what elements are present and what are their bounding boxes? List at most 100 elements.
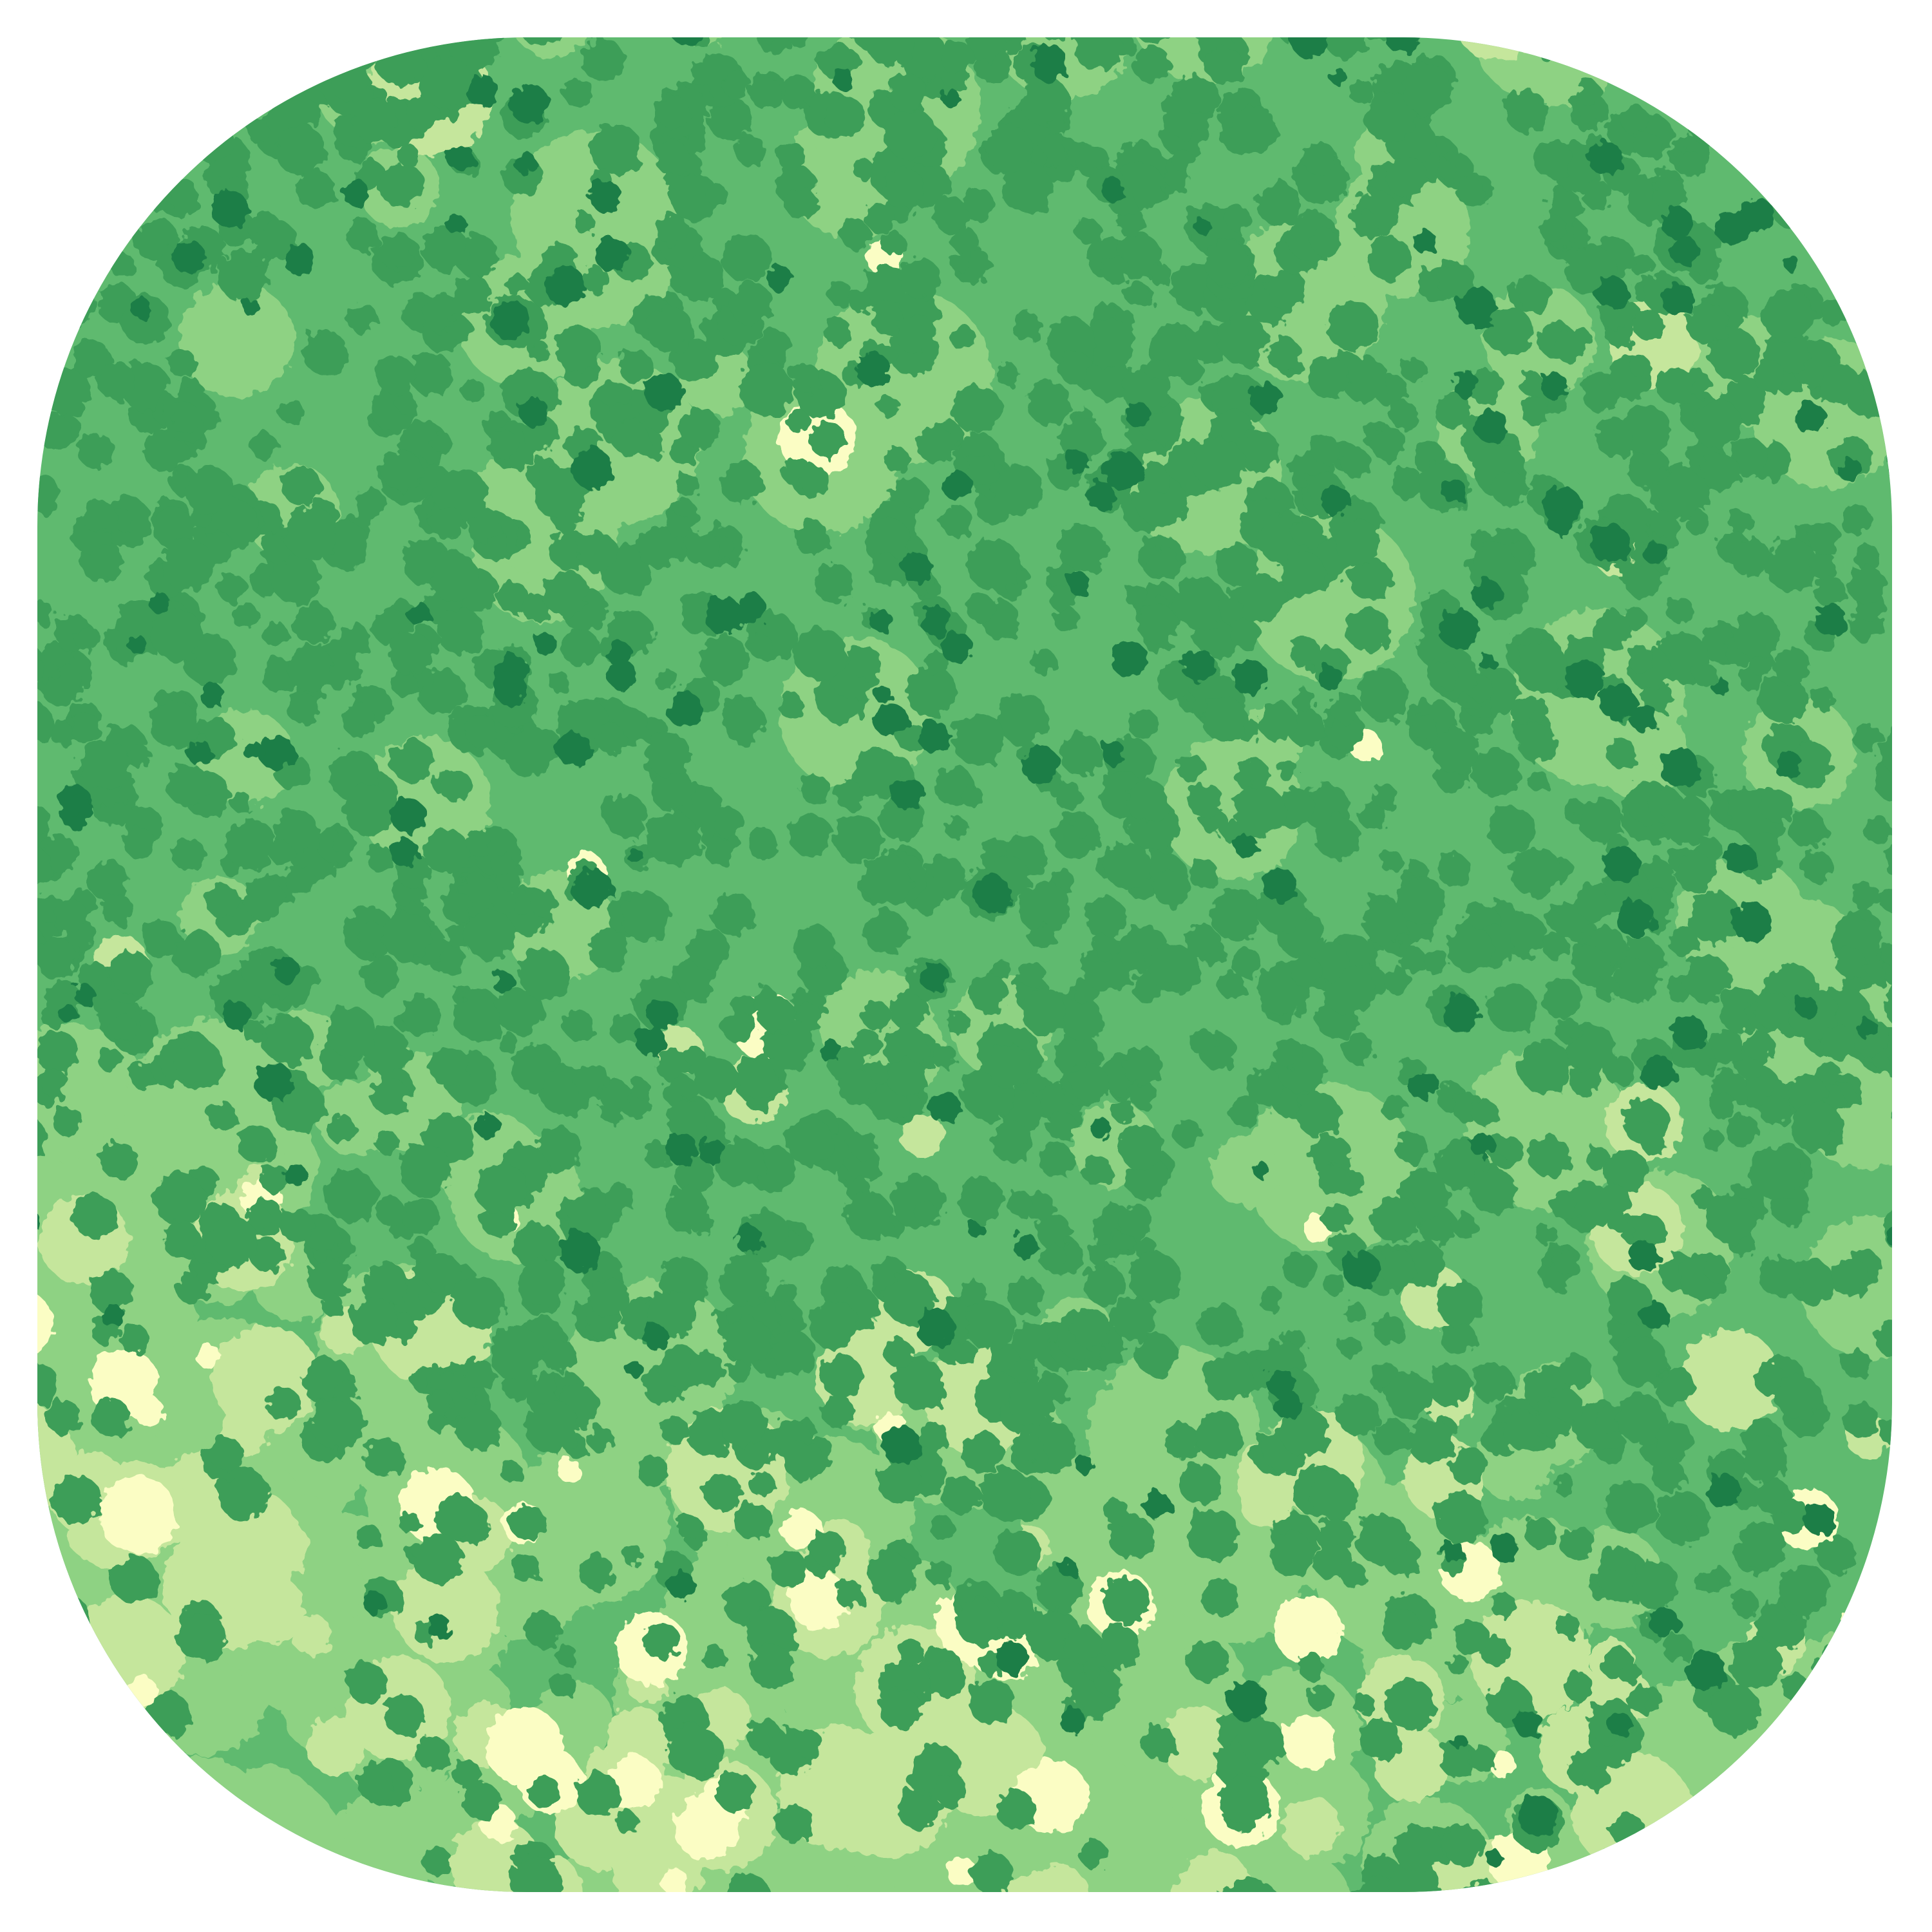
tall-crown xyxy=(37,312,50,351)
tree-crown xyxy=(1602,1545,1629,1571)
tree-crown xyxy=(496,987,544,1034)
tree-crown xyxy=(1900,1739,1932,1786)
tree-crown xyxy=(1112,1296,1157,1341)
pale-patch xyxy=(37,346,53,446)
tree-crown xyxy=(1119,1124,1164,1170)
tree-crown xyxy=(596,723,626,753)
tree-crown xyxy=(1709,1684,1760,1736)
tree-crown xyxy=(655,1048,688,1081)
tree-crown xyxy=(775,1804,814,1842)
light-patch xyxy=(327,1868,413,1892)
tree-crown xyxy=(1879,1419,1892,1444)
tall-crown xyxy=(1662,283,1696,317)
tree-crown xyxy=(878,396,900,417)
tree-crown xyxy=(511,1553,541,1584)
tree-crown xyxy=(548,671,570,692)
tall-crown xyxy=(258,734,295,770)
tall-crown xyxy=(643,1325,669,1350)
tree-crown xyxy=(46,1399,81,1435)
tree-crown xyxy=(1896,230,1932,283)
tree-crown xyxy=(1145,357,1169,381)
tree-crown xyxy=(1088,357,1132,401)
tree-crown xyxy=(1559,1354,1593,1388)
tall-crown xyxy=(1261,867,1296,902)
tree-crown xyxy=(967,594,996,623)
tree-crown xyxy=(1198,1303,1242,1348)
gap-patch xyxy=(781,1509,822,1549)
pale-patch xyxy=(212,1325,319,1432)
tree-crown xyxy=(795,1730,824,1759)
tree-crown xyxy=(118,1323,149,1354)
tree-crown xyxy=(37,248,46,301)
tree-crown xyxy=(1186,1508,1240,1562)
tree-crown xyxy=(37,657,46,683)
tree-crown xyxy=(1662,1633,1692,1663)
tree-crown xyxy=(1399,1906,1443,1932)
tall-crown xyxy=(1587,140,1623,175)
tree-crown xyxy=(1530,1136,1571,1179)
tree-crown xyxy=(1296,1092,1341,1137)
tree-crown xyxy=(1908,214,1932,260)
tall-crown xyxy=(312,37,341,57)
tree-crown xyxy=(1007,1277,1045,1314)
tree-crown xyxy=(1611,1814,1645,1848)
tall-crown xyxy=(559,1231,600,1272)
tree-crown xyxy=(954,1341,978,1366)
tall-crown xyxy=(1774,751,1803,780)
tree-crown xyxy=(112,509,134,531)
light-patch xyxy=(37,1861,131,1892)
tree-crown xyxy=(880,231,905,256)
tall-crown xyxy=(509,84,549,124)
tree-crown xyxy=(879,1687,921,1730)
tree-crown xyxy=(1813,1708,1857,1752)
tree-crown xyxy=(1888,167,1892,215)
tree-crown xyxy=(1054,607,1079,633)
tree-crown xyxy=(91,141,134,183)
tree-crown xyxy=(1108,1513,1153,1558)
tall-crown xyxy=(573,869,613,909)
tall-crown xyxy=(1103,451,1143,491)
tree-crown xyxy=(521,593,550,622)
tall-crown xyxy=(667,1571,695,1599)
tree-crown xyxy=(527,1775,560,1808)
tree-crown xyxy=(1372,1195,1419,1243)
tree-crown xyxy=(1913,1365,1932,1396)
tree-crown xyxy=(147,188,171,212)
tree-crown xyxy=(1218,315,1268,365)
tall-crown xyxy=(1707,1474,1742,1509)
tree-crown xyxy=(1864,37,1892,71)
pale-patch xyxy=(236,1574,305,1643)
tree-crown xyxy=(166,764,209,807)
tree-crown xyxy=(1049,585,1077,612)
tree-crown xyxy=(324,1169,378,1223)
tree-crown xyxy=(588,928,630,971)
tree-crown xyxy=(781,75,817,111)
tree-crown xyxy=(8,398,31,421)
tree-crown xyxy=(769,0,812,23)
tree-crown xyxy=(1204,240,1250,285)
tree-crown xyxy=(500,1461,522,1482)
tall-crown xyxy=(942,89,960,108)
tree-crown xyxy=(1315,815,1359,860)
tree-crown xyxy=(1446,924,1493,971)
tree-crown xyxy=(715,1771,756,1813)
tall-crown xyxy=(1143,1492,1171,1520)
gap-patch xyxy=(789,1570,849,1630)
tree-crown xyxy=(967,37,1019,44)
tree-crown xyxy=(37,600,53,625)
tree-crown xyxy=(778,692,804,719)
tree-crown xyxy=(1153,870,1191,907)
tall-crown xyxy=(1598,683,1636,720)
tall-crown xyxy=(589,180,622,213)
tree-crown xyxy=(1437,853,1471,887)
tall-crown xyxy=(1803,1503,1835,1535)
tree-crown xyxy=(271,843,296,867)
tree-crown xyxy=(1555,1614,1581,1639)
tree-crown xyxy=(1640,0,1669,27)
tree-crown xyxy=(1205,1887,1256,1892)
tree-crown xyxy=(1449,1446,1488,1485)
tree-crown xyxy=(50,720,76,746)
tree-crown xyxy=(966,1302,1016,1351)
tree-crown xyxy=(339,623,371,656)
